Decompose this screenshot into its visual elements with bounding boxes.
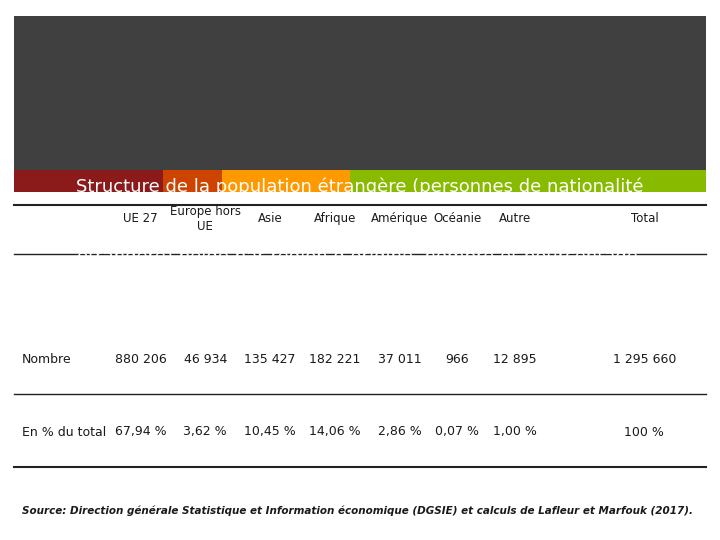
Text: situation au 1$^{er}$ janvier 2016: situation au 1$^{er}$ janvier 2016 xyxy=(232,313,488,335)
Text: 1 295 660: 1 295 660 xyxy=(613,353,676,366)
Text: 1,00 %: 1,00 % xyxy=(493,426,536,438)
Text: En % du total: En % du total xyxy=(22,426,106,438)
Text: 12 895: 12 895 xyxy=(493,353,536,366)
Text: Structure de la population étrangère (personnes de nationalité: Structure de la population étrangère (pe… xyxy=(76,177,644,195)
Text: 100 %: 100 % xyxy=(624,426,665,438)
Text: 46 934: 46 934 xyxy=(184,353,227,366)
Text: 67,94 %: 67,94 % xyxy=(114,426,166,438)
Text: 2,86 %: 2,86 % xyxy=(378,426,421,438)
Text: Source: Direction générale Statistique et Information économique (DGSIE) et calc: Source: Direction générale Statistique e… xyxy=(22,505,693,516)
Text: 37 011: 37 011 xyxy=(378,353,421,366)
Text: 14,06 %: 14,06 % xyxy=(309,426,361,438)
Text: 10,45 %: 10,45 % xyxy=(244,426,296,438)
Text: étrangère) belge par région d’origine, nombre et pourcentage,: étrangère) belge par région d’origine, n… xyxy=(77,247,643,266)
Text: UE 27: UE 27 xyxy=(123,212,158,225)
Text: 3,62 %: 3,62 % xyxy=(184,426,227,438)
Text: 135 427: 135 427 xyxy=(244,353,296,366)
Text: Amérique: Amérique xyxy=(371,212,428,225)
Text: 182 221: 182 221 xyxy=(309,353,361,366)
Text: Europe hors
UE: Europe hors UE xyxy=(170,205,240,233)
Text: Autre: Autre xyxy=(499,212,531,225)
Text: Nombre: Nombre xyxy=(22,353,71,366)
Text: Asie: Asie xyxy=(258,212,282,225)
Text: 0,07 %: 0,07 % xyxy=(435,426,480,438)
Text: Total: Total xyxy=(631,212,658,225)
Text: 966: 966 xyxy=(446,353,469,366)
Text: Océanie: Océanie xyxy=(433,212,482,225)
Text: Afrique: Afrique xyxy=(314,212,356,225)
Text: 880 206: 880 206 xyxy=(114,353,166,366)
